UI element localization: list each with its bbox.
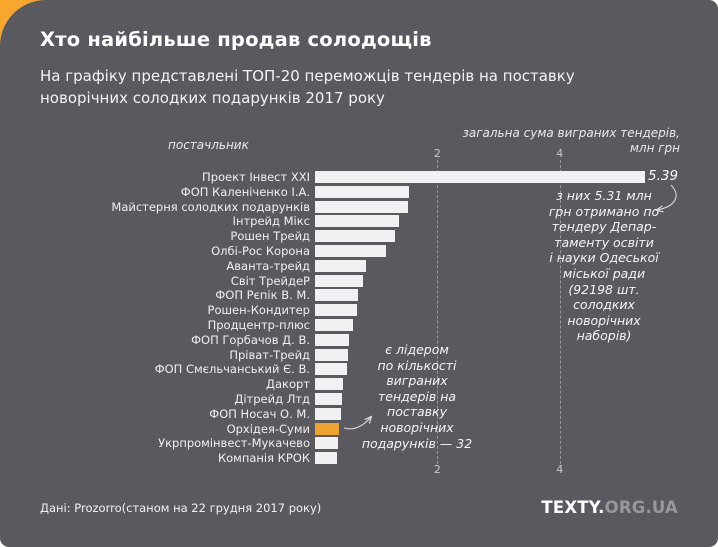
annotation-line: солодких: [573, 297, 635, 313]
annotation-line: з них 5.31 млн: [556, 188, 652, 203]
bar: [315, 200, 408, 213]
bar: [315, 230, 395, 243]
bar-label: Орхідея-Суми: [226, 421, 310, 436]
annotation-line: і науки Одеської: [549, 250, 659, 266]
axis-label-line: млн грн: [629, 141, 680, 155]
gridline-4: [559, 160, 561, 464]
bar-label: Аванта-трейд: [226, 258, 310, 273]
bar-label: Дітрейд Лтд: [234, 392, 310, 406]
annotation-line: є лідером: [385, 342, 449, 357]
annotation-line: новорічних: [567, 312, 641, 328]
bar-label: Дакорт: [265, 377, 310, 392]
top-bar-value-label: 5.39: [648, 168, 679, 184]
annotation-line: (92198 шт.: [568, 281, 640, 297]
bar: [315, 452, 337, 465]
logo-bold-part: TEXTY.: [541, 498, 605, 517]
bar-label: Олбі-Рос Корона: [211, 244, 310, 258]
page-title: Хто найбільше продав солодощів: [40, 28, 432, 51]
bar: [315, 274, 363, 287]
bar: [315, 437, 338, 450]
annotation-line: грн отримано по: [548, 203, 660, 219]
bar: [315, 348, 348, 361]
annotation-line: новорічних: [380, 419, 454, 435]
bar-label: Світ ТрейдеР: [230, 273, 310, 288]
annotation-line: виграних: [386, 373, 448, 389]
bar-label: Компанія КРОК: [217, 451, 310, 466]
annotation-line: тендеру Депар-: [551, 219, 657, 235]
annotation-line: поставку: [387, 404, 447, 420]
page-subtitle: На графіку представлені ТОП-20 переможці…: [40, 67, 575, 107]
bar-label: ФОП Горбачов Д. В.: [191, 332, 310, 347]
annotation-line: наборів): [576, 328, 632, 344]
bar: [315, 407, 341, 420]
gridline-2: [437, 160, 439, 464]
annotation-line: подарунків — 32: [361, 435, 473, 451]
annotation-line: міської ради: [562, 265, 646, 281]
axis-label-supplier: постачльник: [168, 138, 249, 152]
bar-label: Рошен Трейд: [230, 229, 310, 244]
tick-label-2: 2: [433, 463, 441, 476]
axis-label-total-sum: загальна сума виграних тендерів, млн грн: [420, 126, 680, 156]
bar: [315, 393, 342, 405]
texty-logo: TEXTY.ORG.UA: [541, 498, 678, 517]
bar: [315, 304, 357, 317]
annotation-top-bar: з них 5.31 млн грн отримано по тендеру Деп…: [527, 188, 681, 344]
data-source: Дані: Prozorro(станом на 22 грудня 2017 …: [40, 501, 322, 515]
logo-light-part: ORG.UA: [604, 498, 678, 517]
annotation-highlighted-bar: є лідером по кількості виграних тендерів на…: [350, 342, 484, 451]
annotation-line: по кількості: [377, 357, 457, 373]
bar-label: Інтрейд Мікс: [232, 214, 310, 229]
bar: [315, 363, 347, 376]
bar-label: ФОП Носач О. М.: [209, 406, 310, 421]
bar: [315, 378, 343, 391]
bar: [315, 333, 349, 346]
axis-label-line: загальна сума виграних тендерів,: [462, 126, 680, 140]
annotation-line: таменту освіти: [554, 234, 654, 250]
bar-label: Рошен-Кондитер: [207, 303, 310, 318]
annotation-line: тендерів на: [377, 388, 457, 404]
bar-label: Проект Інвест XXI: [202, 170, 310, 184]
bar: [315, 185, 409, 198]
bar: [315, 215, 399, 228]
bar-label: Майстерня солодких подарунків: [111, 199, 310, 214]
bar-label: Укрпромінвест-Мукачево: [158, 436, 310, 451]
bar-label: ФОП Смєльчанський Є. В.: [154, 362, 310, 377]
bar: [315, 245, 386, 257]
bar-label: Пріват-Трейд: [229, 347, 310, 362]
bar: [315, 319, 353, 331]
bar-highlighted: [315, 422, 339, 435]
bar: [315, 289, 358, 302]
bar: [315, 259, 366, 272]
bar-label: ФОП Каленіченко І.А.: [180, 184, 310, 199]
tick-label-4: 4: [556, 463, 564, 476]
tick-label-4: 4: [556, 147, 564, 160]
bar-label: Продцентр-плюс: [207, 318, 310, 332]
bar-label: ФОП Рєпік В. М.: [215, 288, 310, 303]
tick-label-2: 2: [433, 147, 441, 160]
bar: [315, 171, 645, 183]
